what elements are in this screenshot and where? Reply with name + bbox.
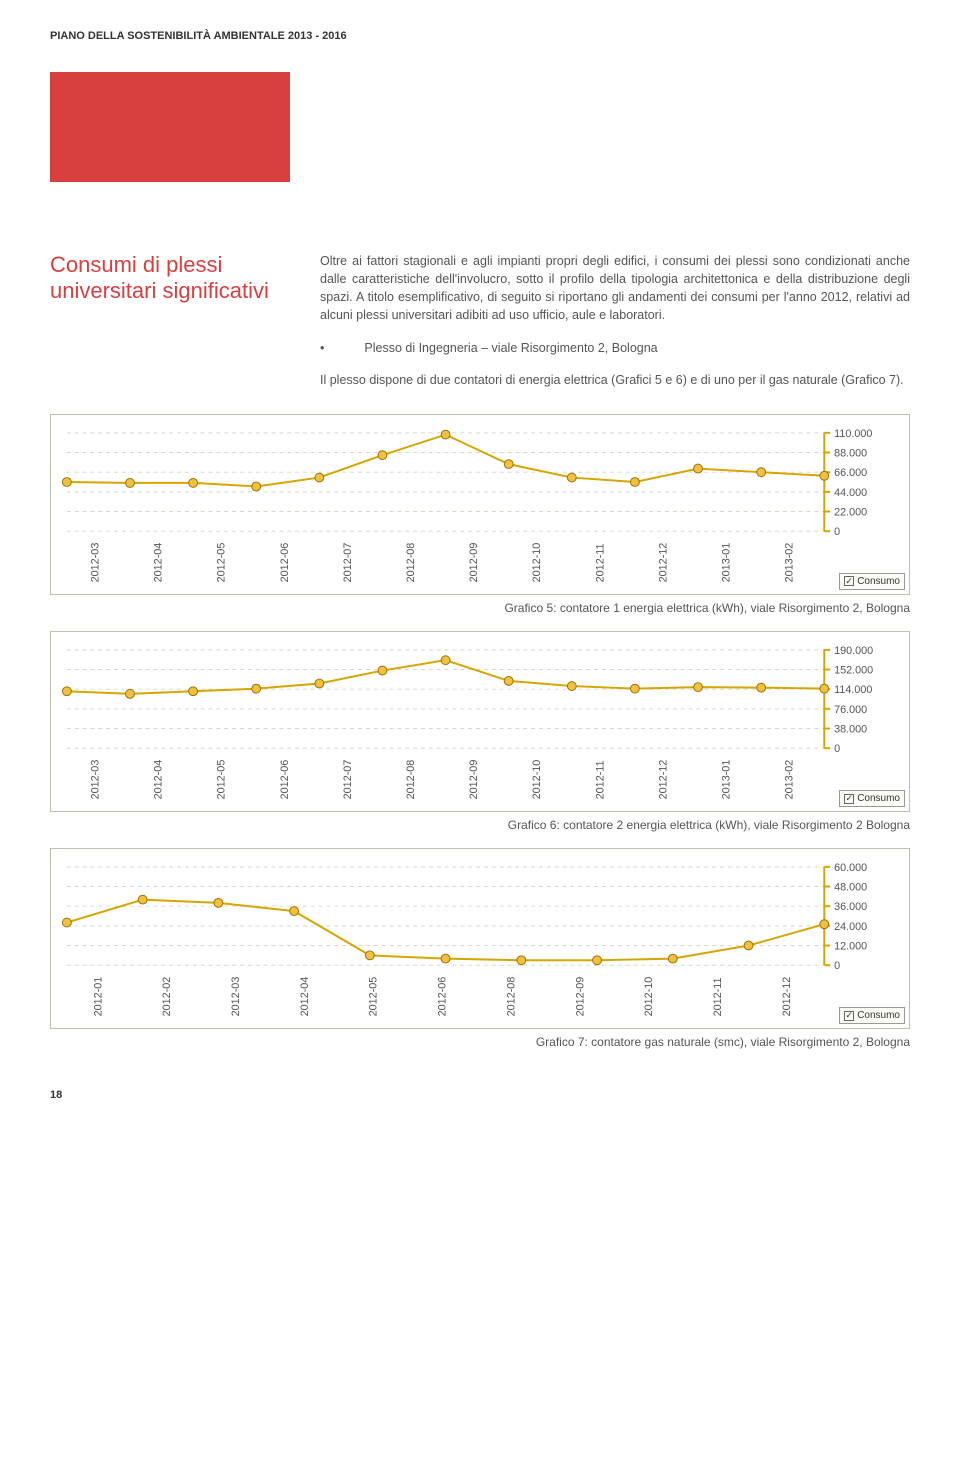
svg-text:2013-01: 2013-01 [721, 542, 733, 582]
svg-text:2012-07: 2012-07 [342, 542, 354, 582]
chart-5-legend: ✓ Consumo [839, 573, 905, 590]
svg-text:2012-10: 2012-10 [531, 542, 543, 582]
left-column: Consumi di plessi universitari significa… [50, 252, 290, 389]
svg-text:12.000: 12.000 [834, 941, 867, 953]
svg-text:152.000: 152.000 [834, 664, 873, 676]
svg-text:2012-09: 2012-09 [574, 977, 586, 1017]
red-banner-block [50, 72, 290, 182]
chart-7-box: 0 12.000 24.000 36.000 48.000 60.000 2012-01 20… [50, 848, 910, 1029]
chart-6-caption: Grafico 6: contatore 2 energia elettrica… [50, 818, 910, 832]
svg-text:44.000: 44.000 [834, 487, 867, 499]
svg-text:2012-08: 2012-08 [405, 542, 417, 582]
chart-7-legend: ✓ Consumo [839, 1007, 905, 1024]
svg-text:0: 0 [834, 960, 840, 972]
svg-text:2012-08: 2012-08 [405, 760, 417, 800]
svg-text:2013-02: 2013-02 [784, 760, 796, 800]
svg-text:2012-11: 2012-11 [594, 760, 606, 799]
body-paragraph-2: Il plesso dispone di due contatori di en… [320, 371, 910, 389]
svg-text:114.000: 114.000 [834, 684, 872, 696]
svg-text:190.000: 190.000 [834, 645, 873, 657]
svg-text:88.000: 88.000 [834, 447, 867, 459]
chart-5-svg: 0 22.000 44.000 66.000 88.000 110.000 2012-03 2… [57, 423, 903, 590]
svg-text:2012-02: 2012-02 [161, 977, 173, 1017]
svg-text:2012-11: 2012-11 [594, 543, 606, 582]
svg-text:24.000: 24.000 [834, 921, 867, 933]
svg-text:2012-07: 2012-07 [342, 760, 354, 800]
svg-text:2012-03: 2012-03 [89, 760, 101, 800]
svg-text:22.000: 22.000 [834, 506, 867, 518]
body-paragraph-1: Oltre ai fattori stagionali e agli impia… [320, 252, 910, 325]
svg-text:2012-06: 2012-06 [437, 977, 449, 1017]
svg-text:2012-12: 2012-12 [657, 760, 669, 800]
svg-text:2012-10: 2012-10 [531, 760, 543, 800]
svg-text:2012-11: 2012-11 [712, 978, 724, 1017]
page-header: PIANO DELLA SOSTENIBILITÀ AMBIENTALE 201… [50, 30, 910, 42]
svg-text:2013-01: 2013-01 [721, 760, 733, 800]
section-title: Consumi di plessi universitari significa… [50, 252, 290, 305]
chart-7-svg: 0 12.000 24.000 36.000 48.000 60.000 2012-01 20… [57, 857, 903, 1024]
svg-text:2012-12: 2012-12 [781, 977, 793, 1017]
svg-text:2012-04: 2012-04 [153, 542, 165, 582]
svg-text:2012-01: 2012-01 [92, 977, 104, 1017]
svg-text:2012-09: 2012-09 [468, 760, 480, 800]
svg-text:110.000: 110.000 [834, 428, 872, 440]
svg-text:76.000: 76.000 [834, 704, 867, 716]
page-number: 18 [50, 1089, 910, 1101]
svg-text:2012-03: 2012-03 [230, 977, 242, 1017]
svg-text:2012-03: 2012-03 [89, 542, 101, 582]
svg-text:60.000: 60.000 [834, 862, 867, 874]
svg-text:2012-10: 2012-10 [643, 977, 655, 1017]
svg-text:36.000: 36.000 [834, 901, 867, 913]
svg-text:2012-04: 2012-04 [299, 977, 311, 1017]
right-column: Oltre ai fattori stagionali e agli impia… [320, 252, 910, 389]
svg-text:0: 0 [834, 743, 840, 755]
chart-5-caption: Grafico 5: contatore 1 energia elettrica… [50, 601, 910, 615]
content-columns: Consumi di plessi universitari significa… [50, 252, 910, 389]
svg-text:48.000: 48.000 [834, 882, 867, 894]
chart-6-svg: 0 38.000 76.000 114.000 152.000 190.000 2012-0… [57, 640, 903, 807]
svg-text:2012-09: 2012-09 [468, 542, 480, 582]
svg-text:0: 0 [834, 526, 840, 538]
legend-label: Consumo [857, 576, 900, 587]
svg-text:2012-06: 2012-06 [279, 542, 291, 582]
chart-7-caption: Grafico 7: contatore gas naturale (smc),… [50, 1035, 910, 1049]
chart-6-legend: ✓ Consumo [839, 790, 905, 807]
svg-text:2012-04: 2012-04 [153, 760, 165, 800]
svg-text:38.000: 38.000 [834, 723, 867, 735]
svg-text:66.000: 66.000 [834, 467, 867, 479]
svg-text:2012-05: 2012-05 [216, 760, 228, 800]
legend-checkbox-icon: ✓ [844, 576, 854, 586]
chart-5-box: 0 22.000 44.000 66.000 88.000 110.000 2012-03 2… [50, 414, 910, 595]
svg-text:2012-08: 2012-08 [505, 977, 517, 1017]
legend-checkbox-icon: ✓ [844, 794, 854, 804]
bullet-plesso-ingegneria: Plesso di Ingegneria – viale Risorgiment… [320, 339, 910, 357]
legend-checkbox-icon: ✓ [844, 1011, 854, 1021]
svg-text:2012-05: 2012-05 [216, 542, 228, 582]
svg-text:2012-05: 2012-05 [368, 977, 380, 1017]
svg-text:2013-02: 2013-02 [784, 542, 796, 582]
legend-label: Consumo [857, 1010, 900, 1021]
svg-text:2012-12: 2012-12 [657, 542, 669, 582]
legend-label: Consumo [857, 793, 900, 804]
chart-6-box: 0 38.000 76.000 114.000 152.000 190.000 2012-0… [50, 631, 910, 812]
svg-text:2012-06: 2012-06 [279, 760, 291, 800]
